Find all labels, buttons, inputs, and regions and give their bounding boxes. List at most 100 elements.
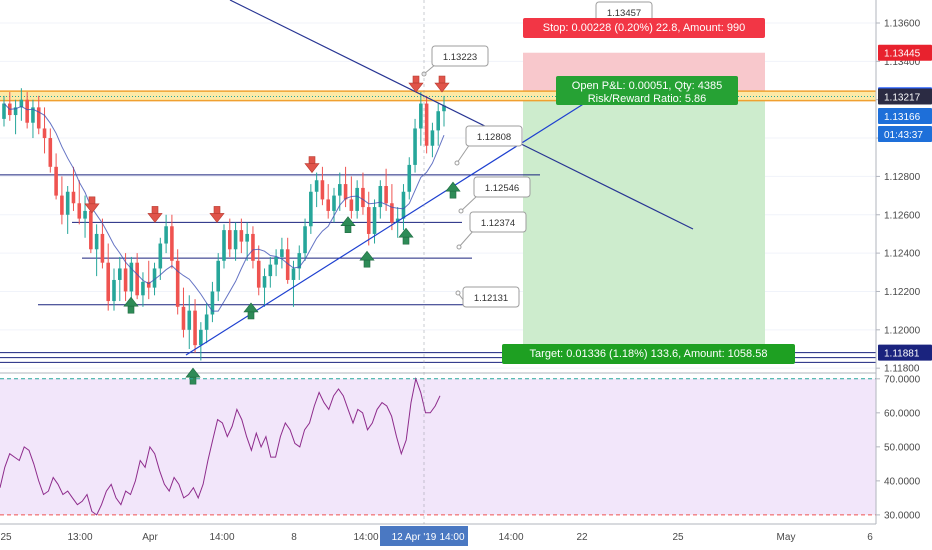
candle-body	[117, 268, 122, 280]
candle-body	[378, 186, 383, 208]
callout-anchor	[455, 290, 461, 296]
x-tick-label: 8	[291, 532, 297, 543]
candle-body	[436, 111, 441, 131]
time-cursor-badge	[380, 526, 468, 546]
candle-body	[13, 107, 18, 116]
candle-body	[291, 268, 296, 280]
candle-body	[413, 128, 417, 165]
y-tick-label: 1.12000	[884, 325, 921, 336]
candle-body	[181, 306, 186, 330]
sell-arrow-icon	[209, 206, 225, 223]
stop-label: Stop: 0.00228 (0.20%) 22.8, Amount: 990	[523, 18, 765, 38]
callout-box	[469, 211, 527, 233]
candle-body	[285, 249, 290, 280]
oscillator-line	[0, 376, 441, 516]
sell-arrow-icon	[147, 206, 163, 223]
candle-body	[424, 103, 429, 146]
price-badge	[878, 344, 932, 361]
callout-anchor	[456, 244, 462, 250]
buy-arrow-icon	[445, 181, 461, 199]
y-tick-label: 1.13600	[884, 19, 921, 30]
x-tick-label: 14:00	[439, 532, 464, 543]
y-tick-label: 1.12200	[884, 287, 921, 298]
candle-body	[135, 262, 139, 296]
candle-body	[175, 260, 180, 307]
candle-body	[332, 195, 336, 211]
callout-text: 1.13457	[607, 8, 641, 19]
oscillator-band	[0, 378, 876, 515]
candle-body	[407, 164, 412, 192]
callout-leader	[456, 143, 471, 164]
sell-arrow-icon	[304, 156, 320, 174]
y-tick-label: 1.12800	[884, 172, 921, 183]
buy-arrow-icon	[185, 367, 201, 385]
buy-arrow-icon	[359, 250, 375, 268]
x-tick-label: 25	[0, 532, 12, 543]
candle-body	[442, 105, 446, 112]
price-badge	[878, 44, 932, 61]
callout-anchor	[458, 208, 464, 214]
candle-body	[94, 233, 99, 250]
candle-body	[193, 310, 197, 346]
candle-body	[60, 195, 64, 215]
candle-body	[54, 166, 58, 196]
target-label-text: Target: 0.01336 (1.18%) 133.6, Amount: 1…	[530, 348, 768, 360]
candle-body	[199, 329, 203, 346]
pnl-label: Open P&L: 0.00051, Qty: 4385Risk/Reward …	[556, 76, 738, 105]
candle-body	[395, 218, 400, 223]
buy-arrow-icon	[123, 296, 139, 314]
candle-body	[337, 184, 342, 196]
x-tick-label: 25	[672, 532, 684, 543]
callout-text: 1.12808	[477, 132, 511, 143]
price-badge-text: 1.13445	[884, 49, 921, 60]
candle-body	[146, 281, 151, 288]
candle-body	[401, 191, 406, 219]
candle-body	[100, 233, 105, 263]
x-tick-label: 14:00	[209, 532, 234, 543]
x-tick-label: 22	[576, 532, 588, 543]
pnl-label-text: Open P&L: 0.00051, Qty: 4385	[572, 80, 722, 92]
candle-body	[262, 276, 267, 288]
callout-leader	[460, 194, 479, 212]
candle-body	[158, 243, 163, 269]
y-tick-label: 1.12600	[884, 210, 921, 221]
price-badge-text: 1.13166	[884, 112, 921, 123]
candle-body	[384, 186, 388, 204]
osc-tick-label: 50.0000	[884, 442, 921, 453]
callout-box	[465, 125, 523, 147]
candle-body	[204, 314, 209, 330]
candle-body	[320, 180, 325, 200]
candle-body	[227, 230, 232, 250]
candle-body	[152, 268, 157, 288]
candle-body	[123, 268, 128, 292]
callout-leader	[458, 229, 475, 248]
candle-body	[430, 130, 435, 146]
osc-tick-label: 40.0000	[884, 476, 921, 487]
candle-body	[48, 138, 53, 167]
buy-arrow-icon	[340, 216, 356, 233]
candle-body	[326, 199, 331, 211]
resistance-zone	[0, 91, 876, 101]
price-badge	[878, 126, 932, 142]
candle-body	[274, 256, 278, 265]
stop-label-text: Stop: 0.00228 (0.20%) 22.8, Amount: 990	[543, 22, 745, 34]
moving-average-line	[3, 103, 445, 312]
candle-body	[129, 262, 134, 292]
candle-body	[233, 230, 238, 250]
candle-body	[355, 187, 359, 211]
candle-body	[349, 199, 354, 211]
candle-body	[314, 180, 319, 192]
candle-body	[36, 107, 41, 129]
candle-body	[25, 99, 29, 123]
price-badge-text: 1.13217	[884, 92, 921, 103]
price-badge	[878, 88, 932, 105]
candle-body	[343, 184, 348, 200]
callout-anchor	[454, 160, 460, 166]
callout-box	[431, 45, 489, 67]
callout-text: 1.12131	[474, 293, 508, 304]
candle-body	[366, 207, 371, 234]
candle-body	[222, 230, 226, 261]
osc-tick-label: 70.0000	[884, 374, 921, 385]
candle-body	[2, 103, 6, 119]
